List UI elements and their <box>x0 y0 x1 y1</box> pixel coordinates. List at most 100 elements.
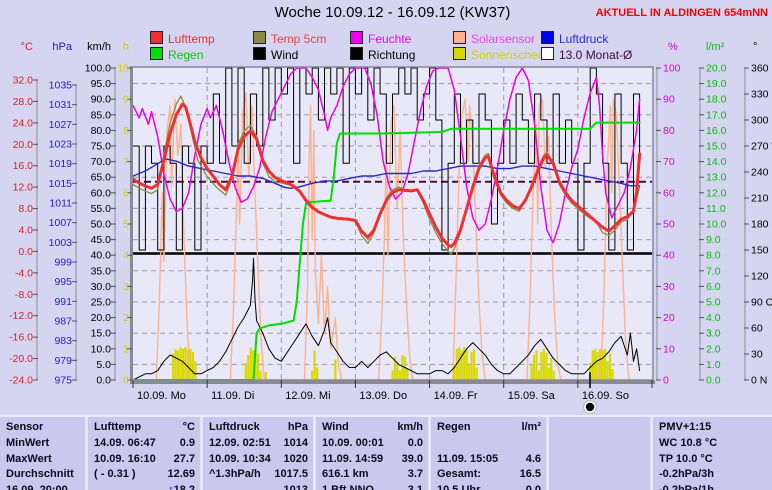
sunshine-bar <box>530 364 533 380</box>
sonnenschein-axis-ticklabel: 6 <box>123 187 129 199</box>
sunshine-bar <box>540 351 543 380</box>
lufttemp-axis-ticklabel: 12.0 <box>13 182 34 194</box>
sunshine-bar <box>537 370 541 380</box>
regen-axis-ticklabel: 13.0 <box>706 172 727 184</box>
legend-swatch <box>350 47 363 60</box>
wind-axis-ticklabel: 100.0 <box>85 63 111 75</box>
sunshine-bar <box>603 348 607 380</box>
legend-label: Solarsensor <box>471 32 536 46</box>
wind-axis-ticklabel: 75.0 <box>91 141 112 153</box>
legend-label: Richtung <box>368 48 416 62</box>
legend-label: Luftdruck <box>559 32 609 46</box>
table-col-lufttemp: Lufttemp °C 14.09. 06:47 0.9 10.09. 16:10 27.… <box>88 417 203 490</box>
sunshine-bar <box>191 351 195 380</box>
richtung-axis-ticklabel: 270 W <box>751 141 772 153</box>
legend-swatch <box>150 47 163 60</box>
lufttemp-axis-ticklabel: 28.0 <box>13 96 34 108</box>
regen-axis-ticklabel: 18.0 <box>706 94 727 106</box>
sunshine-bar <box>550 358 553 380</box>
sunshine-bar <box>194 361 197 380</box>
sunshine-bar <box>606 361 609 380</box>
table-col-header: Sensor <box>6 421 44 433</box>
sunshine-bar <box>313 350 316 380</box>
wind-axis-ticklabel: 30.0 <box>91 281 112 293</box>
table-cell: 16.09. 20:00 <box>6 483 68 490</box>
sunshine-bar <box>458 347 461 380</box>
luftdruck-axis-ticklabel: 991 <box>54 296 72 308</box>
table-cell: 10.5 Uhr 0.0 <box>437 483 541 490</box>
wind-axis-ticklabel: 5.0 <box>96 359 111 371</box>
regen-axis-ticklabel: 1.0 <box>706 359 721 371</box>
sonnenschein-axis-ticklabel: 10 <box>117 63 129 75</box>
sunshine-bar <box>398 370 402 380</box>
sunshine-bar <box>403 356 406 380</box>
lufttemp-axis-ticklabel: -20.0 <box>9 353 33 365</box>
regen-axis-ticklabel: 16.0 <box>706 125 727 137</box>
regen-axis-ticklabel: 11.0 <box>706 203 726 215</box>
richtung-axis-ticklabel: 180 S <box>751 219 772 231</box>
new-moon-icon <box>584 401 596 413</box>
legend-label: Feuchte <box>368 32 412 46</box>
table-cell <box>555 467 645 483</box>
table-col-header: PMV+1:15 <box>659 421 712 433</box>
sunshine-bar <box>453 364 456 380</box>
wind-axis-ticklabel: 60.0 <box>91 187 112 199</box>
sunshine-bar <box>186 350 190 380</box>
luftdruck-axis-ticklabel: 975 <box>54 375 72 387</box>
new-moon-ring <box>583 400 597 414</box>
station-banner: AKTUELL IN ALDINGEN 654mNN <box>595 7 768 19</box>
lufttemp-axis-ticklabel: -16.0 <box>9 332 33 344</box>
lufttemp-axis-ticklabel: 4.0 <box>18 225 33 237</box>
richtung-axis-ticklabel: 60 <box>751 323 763 335</box>
table-col-header: Lufttemp °C <box>94 421 195 433</box>
sonnenschein-axis-ticklabel: 0 <box>123 375 129 387</box>
sunshine-bar <box>257 353 260 380</box>
legend-label: 13.0 Monat-Ø <box>559 48 633 62</box>
legend-item-lufttemp: Lufttemp <box>150 31 215 46</box>
table-cell: Gesamt: 16.5 <box>437 468 541 480</box>
table-col-header: Luftdruck hPa <box>209 421 308 433</box>
legend-label: Sonnenschein <box>471 48 548 62</box>
richtung-axis-ticklabel: 0 N <box>751 375 767 387</box>
day-label: 13.09. Do <box>359 390 407 402</box>
sonnenschein-axis-ticklabel: 3 <box>123 281 129 293</box>
table-col-header: Regen l/m² <box>437 421 541 433</box>
page-title: Woche 10.09.12 - 16.09.12 (KW37) <box>274 4 511 21</box>
table-col-header <box>555 419 645 436</box>
sunshine-bar <box>468 364 471 380</box>
legend-label: Regen <box>168 48 204 62</box>
sunshine-bar <box>532 355 536 380</box>
table-cell: ^1.3hPa/h 1017.5 <box>209 468 308 480</box>
sunshine-bar <box>401 355 404 380</box>
sunshine-bar <box>542 348 545 380</box>
table-col-wind: Wind km/h 10.09. 00:01 0.0 11.09. 14:59 39.0 6… <box>316 417 431 490</box>
table-cell: 10.09. 00:01 0.0 <box>322 437 423 449</box>
regen-axis-ticklabel: 0.0 <box>706 375 721 387</box>
legend-item-richtung: Richtung <box>350 47 416 62</box>
wind-axis-ticklabel: 15.0 <box>91 328 112 340</box>
regen-axis-ticklabel: 10.0 <box>706 219 727 231</box>
regen-axis-ticklabel: 6.0 <box>706 281 721 293</box>
sunshine-bar <box>311 370 314 380</box>
legend-label: Lufttemp <box>168 32 215 46</box>
sunshine-bar <box>174 348 177 380</box>
wind-axis-ticklabel: 65.0 <box>91 172 112 184</box>
legend-item-feuchte: Feuchte <box>350 31 412 46</box>
series-regen-kumuliert <box>132 121 641 381</box>
table-col-luftdruck: Luftdruck hPa 12.09. 02:51 1014 10.09. 10:34… <box>203 417 316 490</box>
sunshine-bar <box>599 348 602 380</box>
sunshine-bar <box>596 351 599 380</box>
legend-label: Temp 5cm <box>271 32 327 46</box>
sunshine-bar <box>547 367 550 380</box>
luftdruck-axis-ticklabel: 979 <box>54 355 72 367</box>
regen-axis-ticklabel: 15.0 <box>706 141 727 153</box>
legend-item-temp-5cm: Temp 5cm <box>253 31 327 46</box>
wind-axis-ticklabel: 85.0 <box>91 109 112 121</box>
wind-axis-ticklabel: 55.0 <box>91 203 112 215</box>
legend-item-sonnenschein: Sonnenschein <box>453 47 548 62</box>
luftdruck-axis-ticklabel: 1003 <box>49 237 73 249</box>
regen-axis-ticklabel: 17.0 <box>706 109 727 121</box>
lufttemp-axis-ticklabel: 24.0 <box>13 117 34 129</box>
sunshine-bar <box>264 372 267 380</box>
